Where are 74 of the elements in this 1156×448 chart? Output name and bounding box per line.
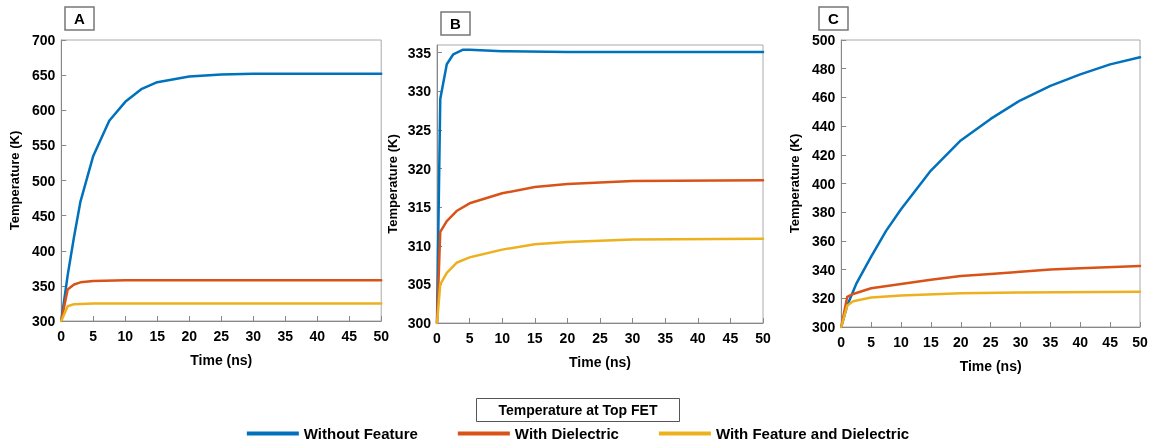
y-tick-label: 480: [811, 60, 836, 77]
x-tick-label: 50: [755, 330, 771, 346]
x-tick-label: 30: [624, 330, 641, 346]
x-tick-label: 5: [89, 328, 98, 344]
chart-title: A: [74, 10, 85, 27]
y-tick-label: 400: [31, 242, 56, 259]
y-tick-label: 440: [811, 118, 836, 135]
legend-title: Temperature at Top FET: [498, 402, 658, 418]
chart-title: B: [450, 15, 461, 32]
x-tick-label: 25: [982, 334, 999, 350]
y-tick-label: 400: [811, 175, 836, 192]
x-tick-label: 30: [1012, 334, 1029, 350]
y-tick-label: 330: [407, 83, 432, 100]
y-tick-label: 380: [811, 204, 836, 221]
y-tick-label: 460: [811, 89, 836, 106]
x-tick-label: 0: [57, 328, 66, 344]
x-tick-label: 10: [893, 334, 909, 350]
y-axis-title: Temperature (K): [7, 130, 22, 231]
y-tick-label: 450: [31, 207, 56, 224]
x-tick-label: 0: [837, 334, 846, 350]
y-axis-title: Temperature (K): [787, 133, 802, 234]
y-tick-label: 550: [31, 137, 56, 154]
x-tick-label: 15: [527, 330, 543, 346]
x-tick-label: 20: [559, 330, 576, 346]
y-tick-label: 700: [31, 32, 56, 48]
y-tick-label: 360: [811, 232, 836, 249]
x-tick-label: 40: [1072, 334, 1089, 350]
y-tick-label: 500: [31, 172, 56, 189]
y-tick-label: 300: [811, 319, 836, 335]
x-axis-title: Time (ns): [190, 352, 253, 368]
x-tick-label: 25: [592, 330, 608, 346]
y-tick-label: 320: [407, 160, 432, 177]
x-tick-label: 40: [309, 328, 326, 344]
x-tick-label: 45: [341, 328, 358, 344]
y-axis-title: Temperature (K): [385, 134, 400, 234]
x-axis-title: Time (ns): [569, 354, 631, 370]
x-tick-label: 10: [117, 328, 134, 344]
legend-label: With Dielectric: [514, 425, 619, 442]
y-tick-label: 500: [811, 32, 836, 48]
y-tick-label: 340: [811, 261, 836, 278]
x-tick-label: 45: [1102, 334, 1119, 350]
y-tick-label: 300: [31, 313, 56, 329]
x-tick-label: 40: [690, 330, 706, 346]
x-tick-label: 15: [923, 334, 939, 350]
x-tick-label: 0: [433, 330, 442, 346]
y-tick-label: 600: [31, 102, 56, 119]
y-tick-label: 305: [407, 276, 432, 293]
y-tick-label: 300: [407, 315, 432, 331]
y-tick-label: 315: [407, 199, 432, 216]
x-tick-label: 35: [1042, 334, 1059, 350]
x-tick-label: 10: [494, 330, 511, 346]
y-tick-label: 325: [407, 121, 432, 138]
x-tick-label: 5: [465, 330, 474, 346]
y-tick-label: 320: [811, 290, 836, 307]
y-tick-label: 650: [31, 67, 56, 84]
x-tick-label: 50: [1132, 334, 1148, 350]
legend-label: With Feature and Dielectric: [715, 425, 910, 442]
x-tick-label: 20: [952, 334, 969, 350]
chart-title: C: [828, 10, 839, 27]
x-tick-label: 35: [277, 328, 294, 344]
x-tick-label: 25: [213, 328, 230, 344]
x-tick-label: 5: [867, 334, 876, 350]
y-tick-label: 350: [31, 277, 56, 294]
x-tick-label: 20: [181, 328, 198, 344]
x-tick-label: 45: [722, 330, 739, 346]
x-tick-label: 50: [373, 328, 390, 344]
x-axis-title: Time (ns): [959, 358, 1022, 374]
x-tick-label: 30: [245, 328, 262, 344]
legend-label: Without Feature: [303, 425, 418, 442]
y-tick-label: 420: [811, 146, 836, 163]
x-tick-label: 35: [657, 330, 674, 346]
x-tick-label: 15: [149, 328, 166, 344]
y-tick-label: 335: [407, 44, 432, 61]
y-tick-label: 310: [407, 237, 432, 254]
